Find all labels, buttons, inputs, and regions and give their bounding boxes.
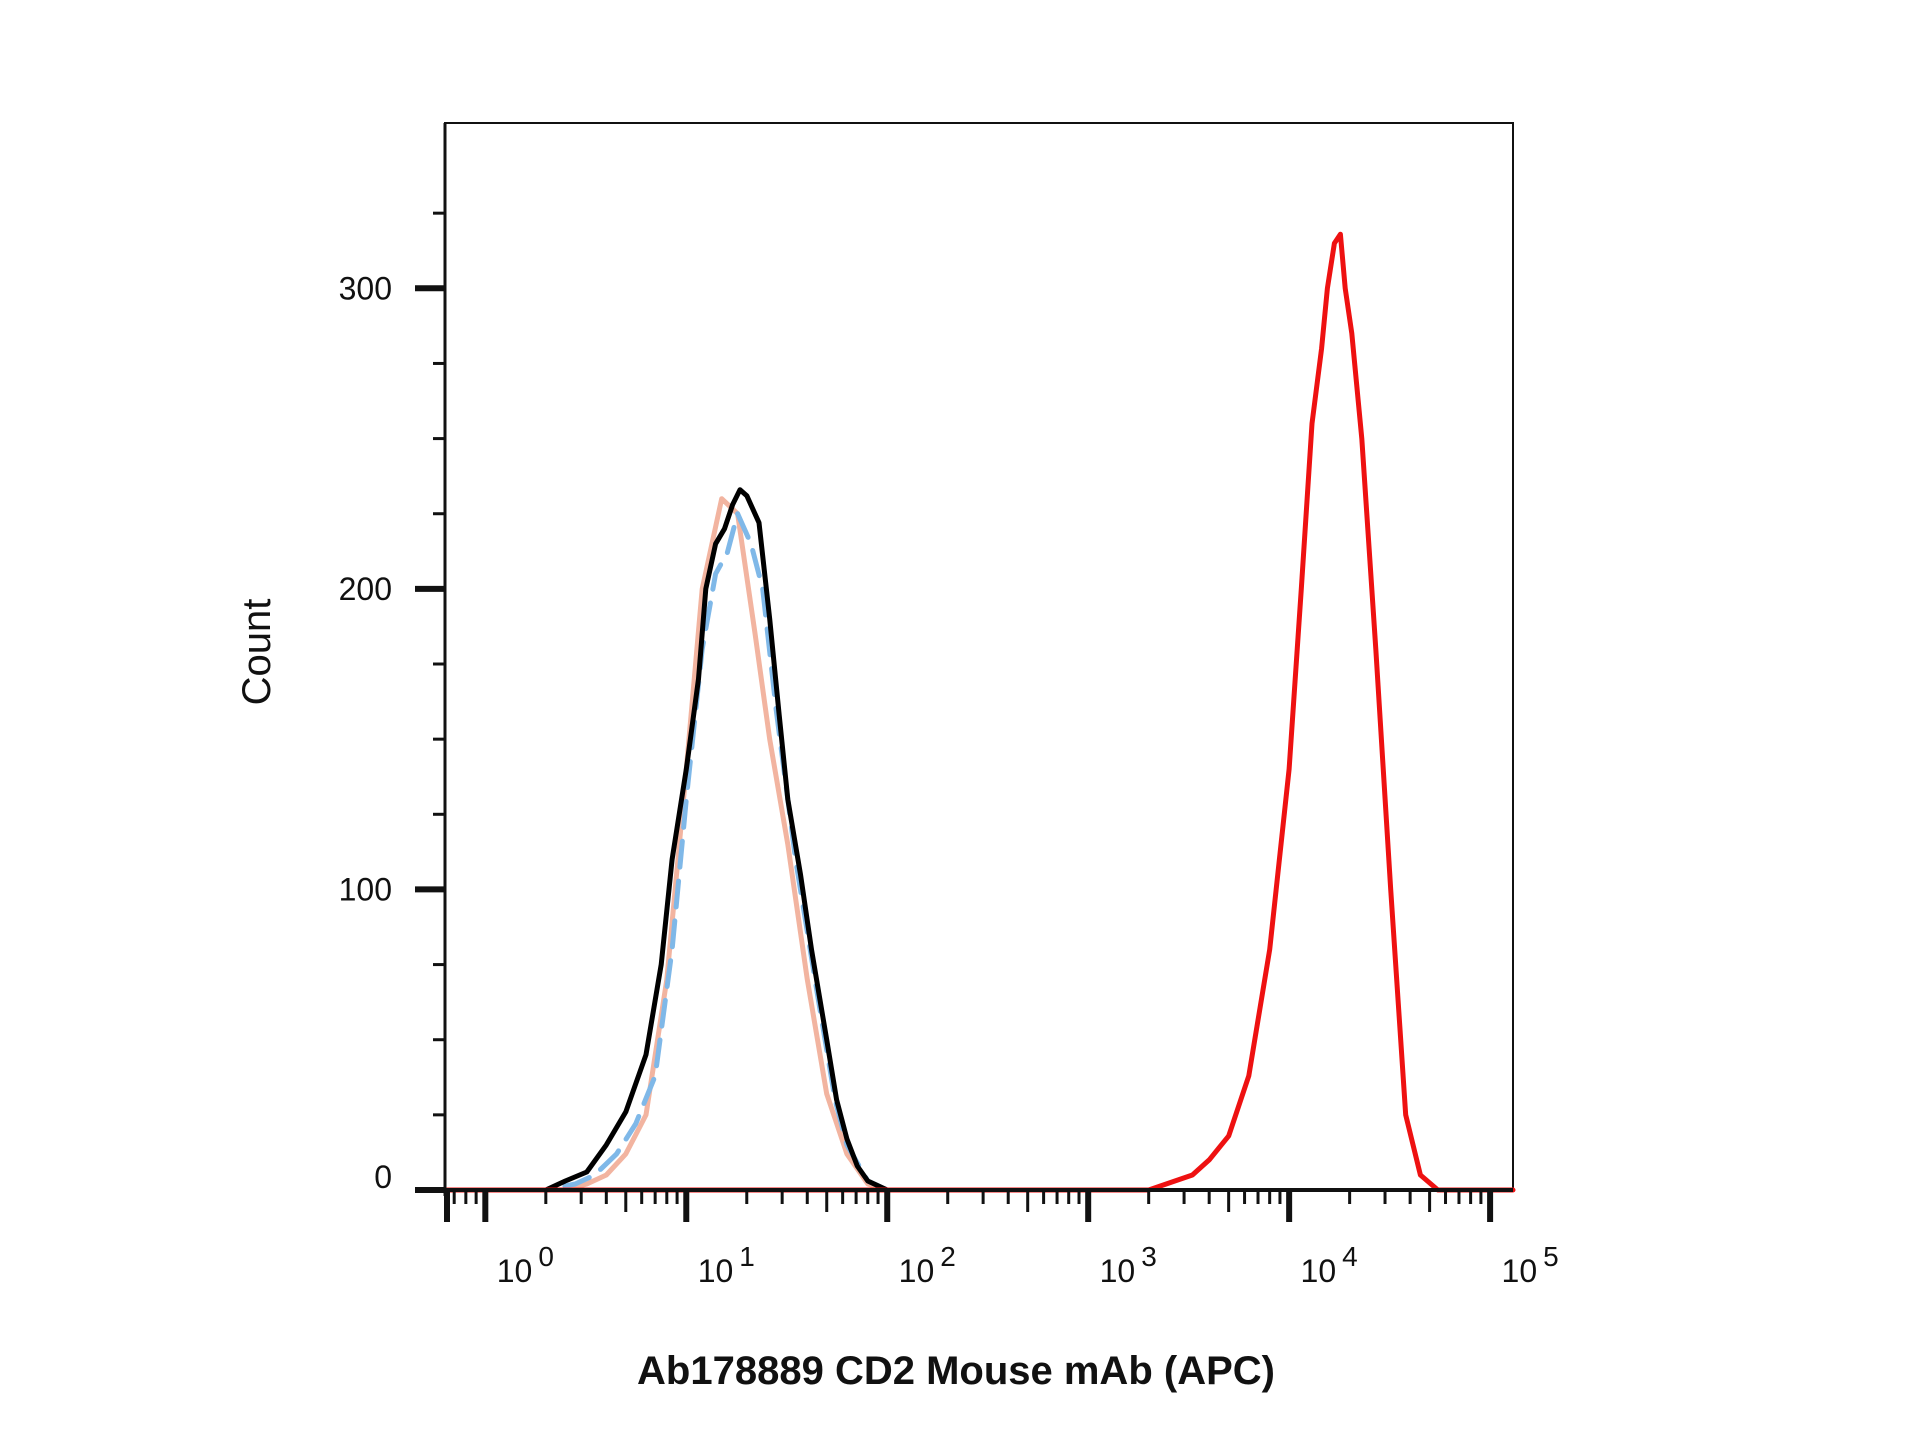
x-tick-label: 10 4 xyxy=(1301,1241,1358,1289)
histogram-series-line-3 xyxy=(498,487,910,1193)
x-tick-label: 10 3 xyxy=(1100,1241,1157,1289)
y-tick-label: 200 xyxy=(339,571,392,607)
histogram-series-line-4 xyxy=(442,231,1516,1193)
x-tick-label: 10 2 xyxy=(899,1241,956,1289)
histogram-series-line-1 xyxy=(482,496,1091,1193)
y-tick-label: 0 xyxy=(374,1159,392,1195)
plot-frame xyxy=(444,122,1514,1191)
x-axis-title: Ab178889 CD2 Mouse mAb (APC) xyxy=(637,1349,1275,1393)
x-axis: 10 0 10 1 10 2 10 3 10 4 10 5 xyxy=(439,1188,1559,1289)
plot-border xyxy=(444,122,1514,1191)
x-tick-label: 10 1 xyxy=(698,1241,755,1289)
y-tick-label: 300 xyxy=(339,270,392,306)
y-tick-label: 100 xyxy=(339,871,392,907)
y-axis-title: Count xyxy=(235,599,279,706)
x-tick-label: 10 0 xyxy=(497,1241,554,1289)
series-layer xyxy=(442,231,1516,1193)
y-axis: 0 100 200 300 xyxy=(339,123,447,1196)
x-tick-label: 10 5 xyxy=(1502,1241,1559,1289)
